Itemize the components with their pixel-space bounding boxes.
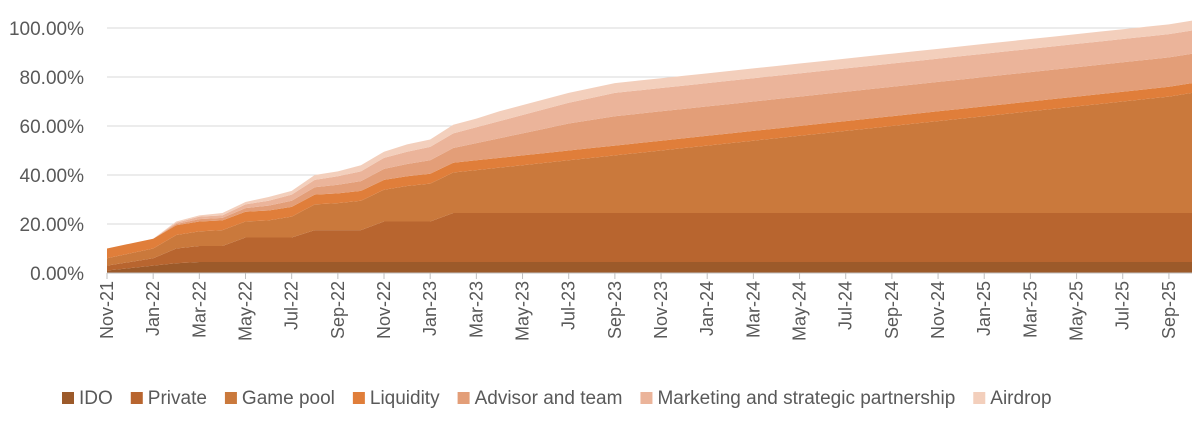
x-tick-label: Jan-23: [420, 281, 440, 336]
x-axis-tick-labels: Nov-21 Jan-22 Mar-22 May-22 Jul-22 Sep-22 Nov-…: [97, 281, 1179, 341]
x-tick-label: Sep-22: [328, 281, 348, 339]
legend-item: Game pool: [224, 388, 335, 409]
x-tick-label: Sep-24: [882, 281, 902, 339]
series-areas: [107, 20, 1192, 273]
legend-swatch: [457, 392, 470, 404]
x-tick-label: Mar-22: [189, 281, 209, 338]
x-tick-label: Nov-21: [97, 281, 117, 339]
x-tick-label: Jan-22: [143, 281, 163, 336]
x-tick-label: Nov-22: [374, 281, 394, 339]
x-tick-label: Nov-23: [651, 281, 671, 339]
x-tick-label: Sep-25: [1159, 281, 1179, 339]
y-tick-label: 100.00%: [9, 19, 84, 40]
legend-label: Airdrop: [990, 388, 1051, 409]
y-tick-label: 0.00%: [30, 264, 84, 285]
legend-label: Marketing and strategic partnership: [657, 388, 955, 409]
x-tick-label: Jul-24: [836, 281, 856, 330]
area-series-game-pool: [107, 92, 1192, 266]
legend-label: Game pool: [242, 388, 335, 409]
legend-swatch: [62, 392, 74, 404]
legend-label: Advisor and team: [475, 388, 623, 409]
x-tick-label: Sep-23: [605, 281, 625, 339]
y-tick-label: 80.00%: [20, 68, 85, 89]
x-tick-label: May-23: [513, 281, 533, 341]
legend-swatch: [130, 392, 143, 404]
axes: [106, 272, 1192, 279]
x-tick-label: May-25: [1067, 281, 1087, 341]
x-tick-label: Jan-25: [974, 281, 994, 336]
x-tick-label: May-24: [790, 281, 810, 341]
x-tick-label: Jul-25: [1113, 281, 1133, 330]
x-tick-label: Nov-24: [928, 281, 948, 339]
x-tick-label: Jul-22: [282, 281, 302, 330]
x-tick-label: Mar-25: [1020, 281, 1040, 338]
legend-swatch: [352, 392, 365, 404]
y-tick-label: 40.00%: [20, 166, 85, 187]
legend-swatch: [973, 392, 986, 404]
area-series-ido: [107, 261, 1192, 273]
legend-item: Advisor and team: [457, 388, 623, 409]
legend: IDO Private Game pool Liquidity Advisor and …: [62, 388, 1052, 409]
legend-swatch: [640, 392, 653, 404]
x-tick-label: Jan-24: [697, 281, 717, 336]
legend-item: Airdrop: [973, 388, 1052, 409]
x-tick-label: May-22: [236, 281, 256, 341]
area-series-marketing-and-strategic-partnership: [107, 30, 1192, 249]
x-tick-label: Mar-24: [743, 281, 763, 338]
legend-label: Private: [148, 388, 207, 409]
area-series-liquidity: [107, 83, 1192, 259]
y-axis-tick-labels: 0.00% 20.00% 40.00% 60.00% 80.00% 100.00%: [9, 19, 84, 285]
y-tick-label: 20.00%: [20, 215, 85, 236]
legend-label: IDO: [79, 388, 113, 409]
legend-swatch: [224, 392, 237, 404]
legend-item: Private: [130, 388, 207, 409]
y-tick-label: 60.00%: [20, 117, 85, 138]
area-series-private: [107, 212, 1192, 271]
area-series-advisor-and-team: [107, 53, 1192, 249]
legend-item: IDO: [62, 388, 113, 409]
legend-label: Liquidity: [370, 388, 440, 409]
legend-item: Liquidity: [352, 388, 440, 409]
x-tick-label: Mar-23: [466, 281, 486, 338]
legend-item: Marketing and strategic partnership: [640, 388, 955, 409]
x-tick-label: Jul-23: [559, 281, 579, 330]
